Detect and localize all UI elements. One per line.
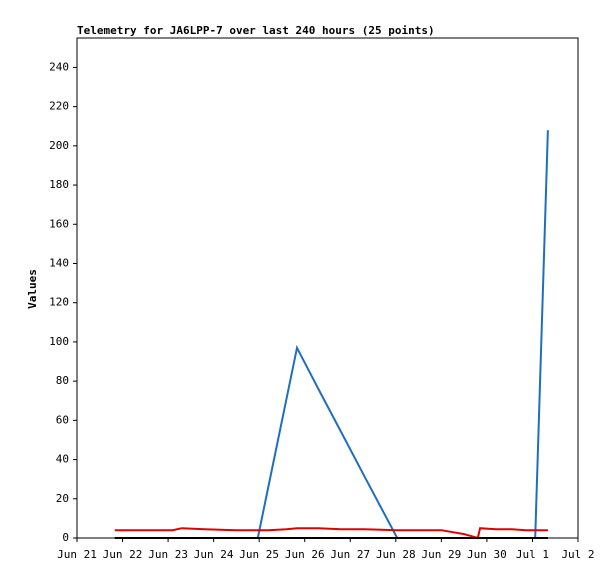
y-tick-label: 60 <box>56 413 69 426</box>
x-tick-label: Jun 30 <box>467 548 507 561</box>
y-tick-label: 160 <box>49 217 69 230</box>
y-tick-label: 200 <box>49 139 69 152</box>
y-tick-label: 220 <box>49 100 69 113</box>
y-tick-label: 120 <box>49 296 69 309</box>
y-tick-label: 240 <box>49 60 69 73</box>
y-axis-label: Values <box>26 269 39 309</box>
x-tick-label: Jun 23 <box>148 548 188 561</box>
x-tick-label: Jun 25 <box>239 548 279 561</box>
x-tick-label: Jul 2 <box>561 548 594 561</box>
data-line <box>114 130 549 539</box>
y-tick-label: 20 <box>56 492 69 505</box>
x-tick-label: Jun 26 <box>285 548 325 561</box>
x-tick-label: Jun 22 <box>103 548 143 561</box>
y-tick-label: 140 <box>49 256 69 269</box>
y-tick-label: 0 <box>62 531 69 544</box>
x-tick-label: Jun 29 <box>421 548 461 561</box>
x-tick-label: Jun 27 <box>330 548 370 561</box>
x-tick-label: Jun 21 <box>57 548 97 561</box>
data-line <box>114 527 548 540</box>
y-tick-label: 180 <box>49 178 69 191</box>
x-tick-label: Jul 1 <box>516 548 549 561</box>
plot-frame <box>76 37 579 539</box>
x-tick-label: Jun 24 <box>194 548 234 561</box>
chart-title: Telemetry for JA6LPP-7 over last 240 hou… <box>77 24 435 37</box>
y-tick-label: 100 <box>49 335 69 348</box>
y-tick-label: 80 <box>56 374 69 387</box>
y-tick-label: 40 <box>56 453 69 466</box>
x-tick-label: Jun 28 <box>376 548 416 561</box>
